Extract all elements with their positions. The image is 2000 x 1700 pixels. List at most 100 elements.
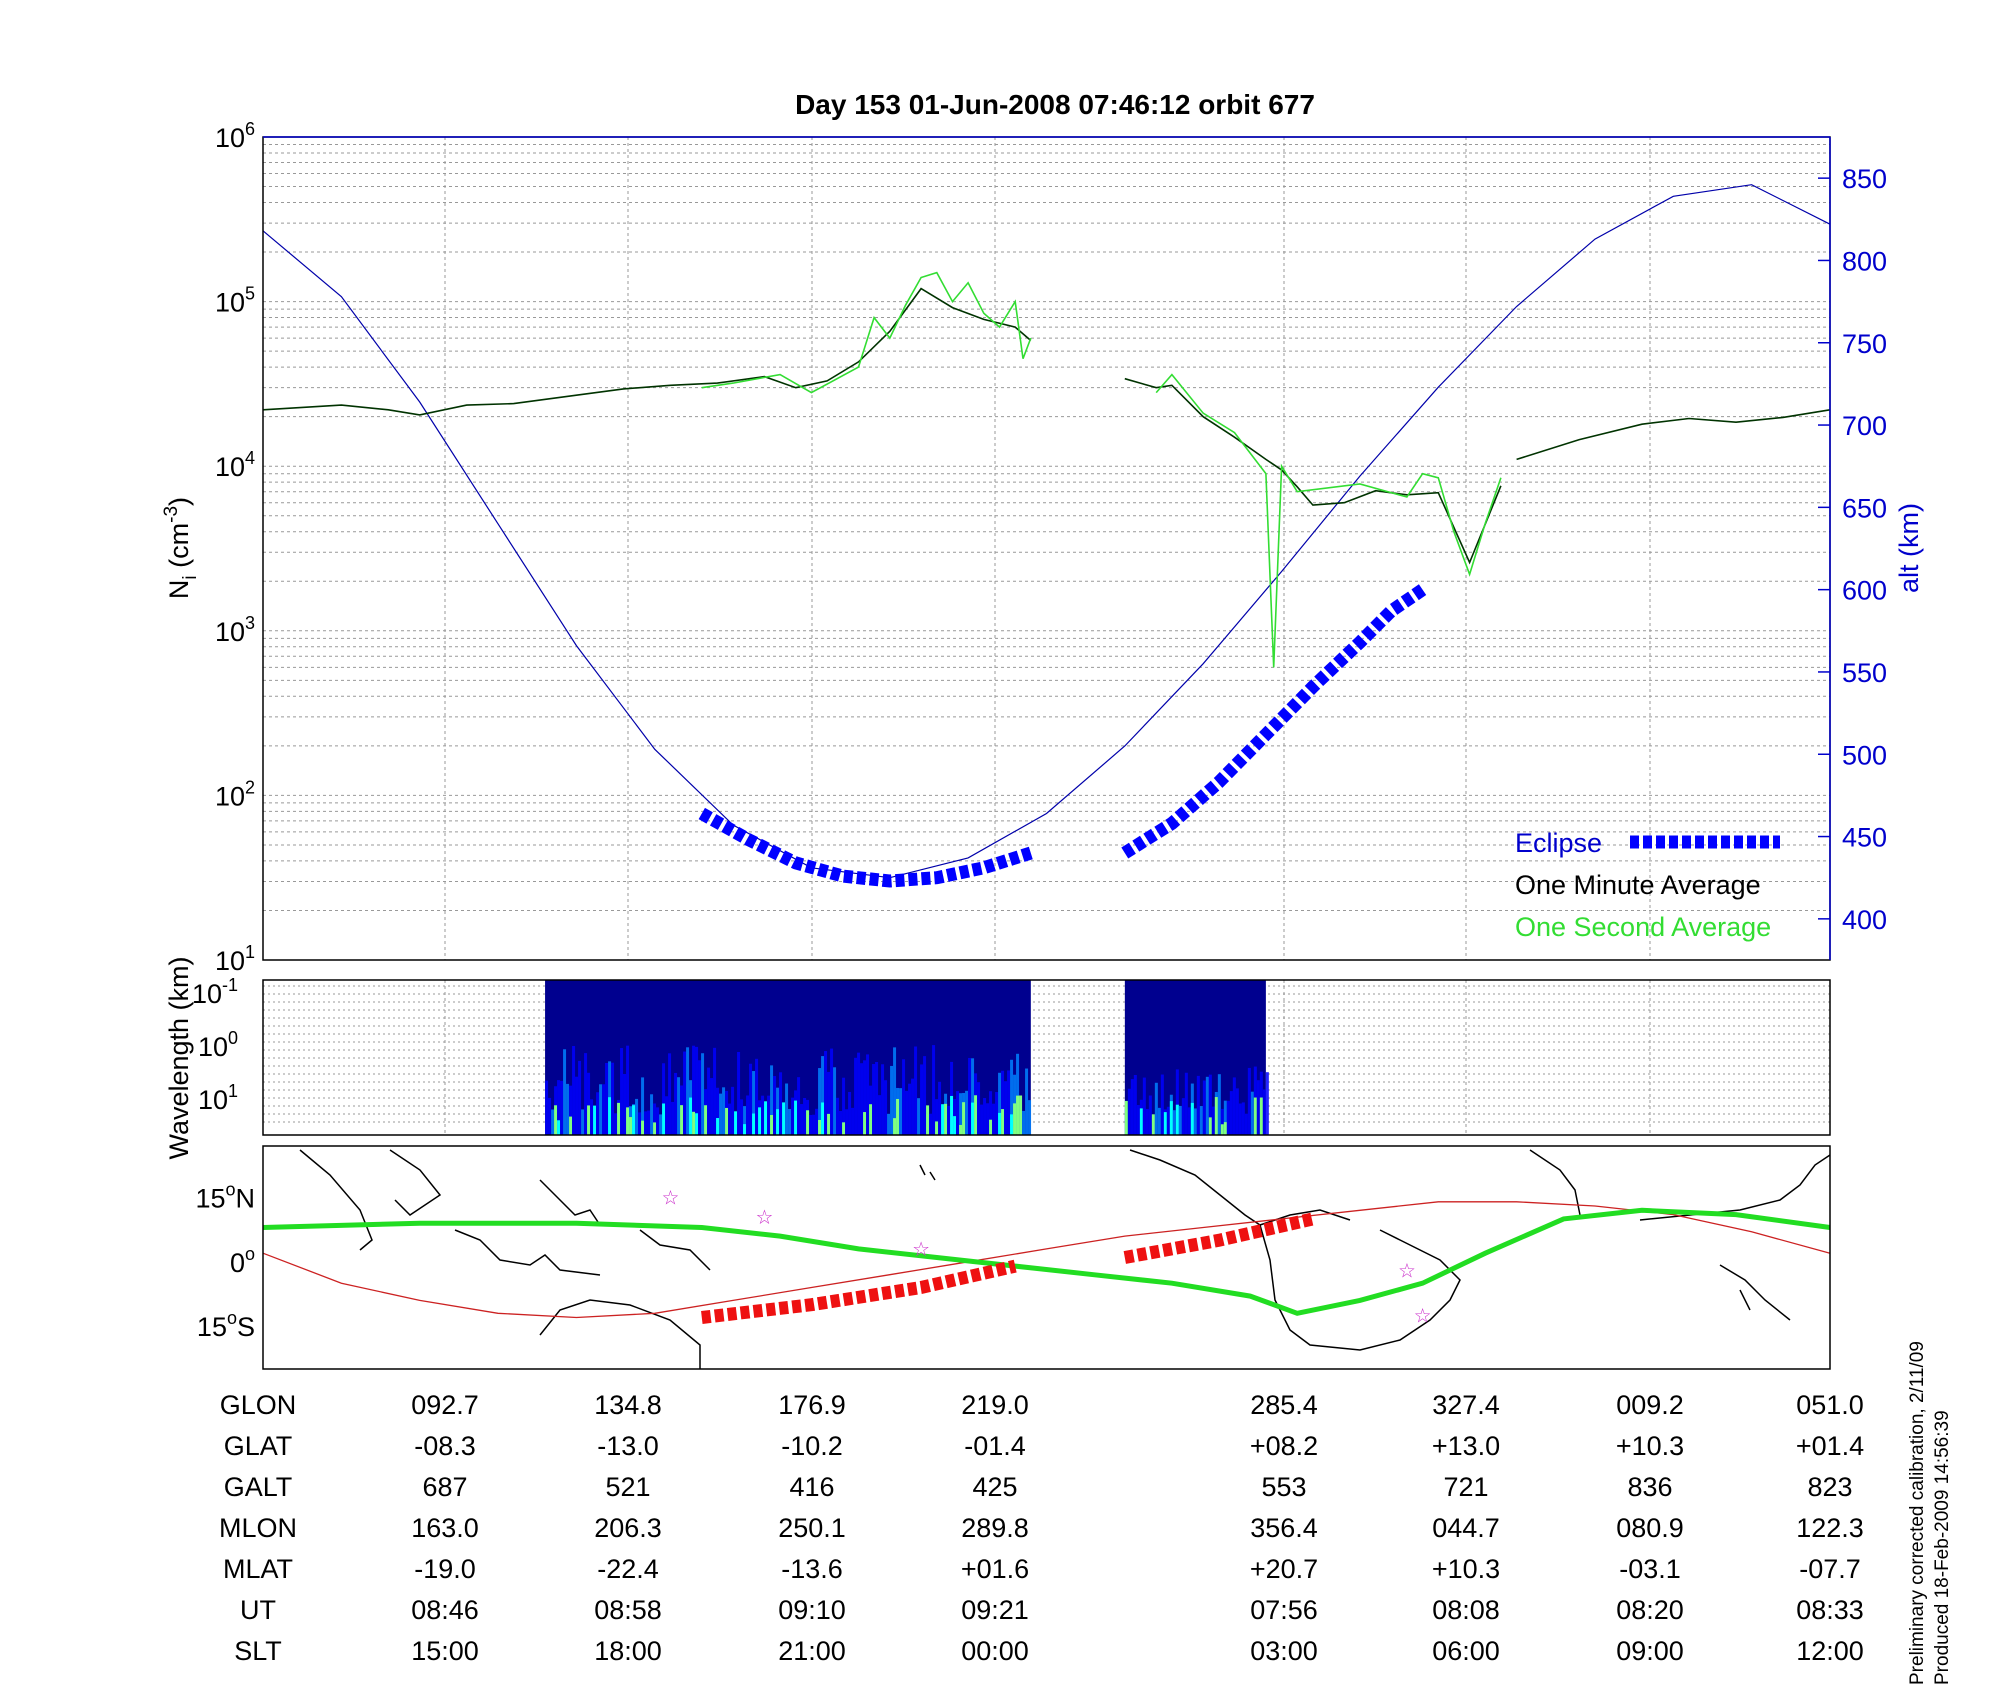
wavelength-grid xyxy=(263,980,1830,1135)
spectrogram-column-hi xyxy=(764,1101,768,1135)
coastline xyxy=(1259,1224,1461,1351)
spectrogram-column-hi xyxy=(944,1103,948,1135)
table-cell: 836 xyxy=(1627,1472,1672,1502)
main-grid xyxy=(263,137,1830,961)
table-row-label: GLAT xyxy=(224,1431,293,1461)
spectrogram-column xyxy=(719,1093,723,1135)
spectrogram-column-hi xyxy=(1214,1097,1218,1135)
table-cell: 12:00 xyxy=(1796,1636,1864,1666)
spectrogram-column xyxy=(1250,1091,1254,1135)
spectrogram-column xyxy=(800,1104,804,1135)
main-y2-tick: 400 xyxy=(1842,905,1887,935)
table-row-label: MLAT xyxy=(223,1554,293,1584)
spectrogram-column xyxy=(1178,1105,1182,1135)
spectrogram-column xyxy=(1160,1074,1164,1135)
spectrogram-column xyxy=(779,1072,783,1135)
spectrogram-column xyxy=(998,1072,1002,1135)
spectrogram-column-hi xyxy=(632,1105,636,1135)
table-cell: +10.3 xyxy=(1432,1554,1500,1584)
spectrogram-column-hi xyxy=(752,1113,756,1135)
table-cell: -07.7 xyxy=(1799,1554,1861,1584)
spectrogram-column xyxy=(902,1059,906,1135)
spectrogram-column xyxy=(638,1112,642,1135)
coastline xyxy=(1739,1289,1751,1311)
spectrogram-column xyxy=(770,1065,774,1135)
spectrogram-column-hi xyxy=(689,1097,693,1135)
table-cell: 06:00 xyxy=(1432,1636,1500,1666)
spectrogram-column xyxy=(803,1098,807,1135)
spectrogram-column xyxy=(1193,1108,1197,1135)
series-one-second-average xyxy=(701,271,1032,394)
spectrogram-column-hi xyxy=(863,1112,867,1135)
main-y2-tick: 600 xyxy=(1842,576,1887,606)
spectrogram-column xyxy=(965,1090,969,1135)
spectrogram-column-hi xyxy=(989,1119,993,1135)
main-y-tick: 104 xyxy=(215,448,255,482)
spectrogram-column xyxy=(683,1051,687,1135)
spectrogram-column xyxy=(602,1084,606,1135)
spectrogram-column xyxy=(968,1057,972,1135)
spectrogram-column xyxy=(1157,1107,1161,1135)
table-cell: 206.3 xyxy=(594,1513,662,1543)
wave-y-tick: 100 xyxy=(198,1028,238,1062)
coastline xyxy=(299,1149,373,1251)
spectrogram-column-hi xyxy=(1139,1108,1143,1135)
spectrogram-column xyxy=(986,1103,990,1135)
spectrogram-column-hi xyxy=(1151,1114,1155,1135)
spectrogram-column xyxy=(626,1045,630,1135)
spectrogram-column xyxy=(686,1047,690,1135)
spectrogram-column xyxy=(824,1051,828,1135)
spectrogram-column-hi xyxy=(1253,1097,1257,1135)
map-star-marker: ☆ xyxy=(912,1239,930,1261)
spectrogram-column-hi xyxy=(734,1111,738,1135)
spectrogram-column xyxy=(1220,1108,1224,1135)
table-cell: 08:08 xyxy=(1432,1595,1500,1625)
table-cell: -08.3 xyxy=(414,1431,476,1461)
spectrogram-column-hi xyxy=(557,1120,561,1135)
spectrogram-column xyxy=(947,1105,951,1135)
spectrogram-column-hi xyxy=(1220,1124,1224,1135)
spectrogram-column-hi xyxy=(716,1118,720,1135)
map-magnetic-equator xyxy=(262,1201,1831,1319)
series-alt-km- xyxy=(262,184,1831,879)
spectrogram-column-hi xyxy=(758,1107,762,1135)
spectrogram-column xyxy=(665,1096,669,1135)
spectrogram-column-hi xyxy=(953,1116,957,1135)
spectrogram-column xyxy=(908,1083,912,1135)
chart-title: Day 153 01-Jun-2008 07:46:12 orbit 677 xyxy=(795,89,1315,120)
table-cell: 176.9 xyxy=(778,1390,846,1420)
spectrogram-column xyxy=(614,1113,618,1135)
table-cell: 07:56 xyxy=(1250,1595,1318,1625)
spectrogram-column xyxy=(1145,1108,1149,1135)
spectrogram-column xyxy=(887,1113,891,1135)
spectrogram-column xyxy=(1238,1103,1242,1135)
spectrogram-column xyxy=(701,1053,705,1135)
wavelength-y-tick-labels: 10-1 100 101 xyxy=(192,975,238,1115)
spectrogram-column xyxy=(1142,1077,1146,1135)
table-cell: +13.0 xyxy=(1432,1431,1500,1461)
spectrogram-column xyxy=(971,1058,975,1135)
spectrogram-column xyxy=(857,1052,861,1135)
spectrogram-column xyxy=(821,1056,825,1135)
coastline xyxy=(639,1229,711,1271)
spectrogram-column-hi xyxy=(821,1102,825,1135)
spectrogram-column xyxy=(677,1077,681,1135)
spectrogram-column-hi xyxy=(587,1105,591,1135)
main-y-tick: 103 xyxy=(215,613,255,647)
table-row-label: SLT xyxy=(234,1636,282,1666)
spectrogram-column-hi xyxy=(695,1113,699,1135)
spectrogram-column xyxy=(1022,1110,1026,1135)
spectrogram-column-hi xyxy=(617,1102,621,1135)
spectrogram-column xyxy=(1154,1082,1158,1135)
spectrogram-column xyxy=(1265,1072,1269,1135)
legend: Eclipse One Minute Average One Second Av… xyxy=(1515,828,1780,942)
spectrogram-column xyxy=(899,1088,903,1135)
table-cell: -13.6 xyxy=(781,1554,843,1584)
spectrogram-column xyxy=(893,1047,897,1135)
main-y-tick-labels: 101 102 103 104 105 106 xyxy=(215,119,255,976)
table-cell: 134.8 xyxy=(594,1390,662,1420)
spectrogram-column xyxy=(872,1064,876,1135)
main-y2-axis-label: alt (km) xyxy=(1894,503,1924,593)
coastline xyxy=(1719,1264,1791,1321)
spectrogram-column xyxy=(557,1080,561,1135)
